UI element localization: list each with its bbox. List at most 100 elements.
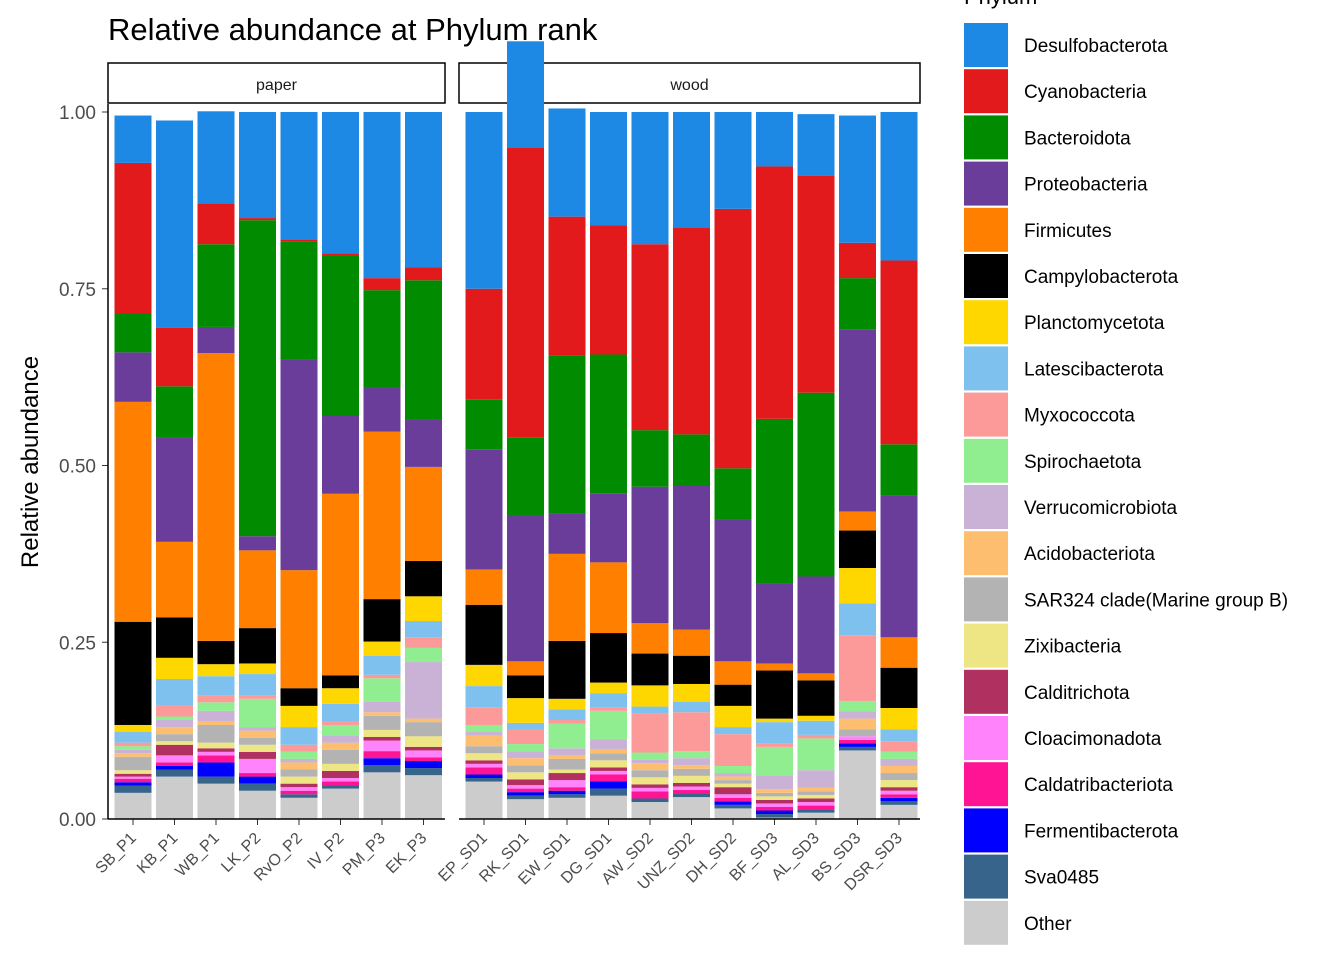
bar-segment: [590, 749, 627, 754]
bar-segment: [673, 790, 710, 794]
bar-segment: [197, 640, 235, 665]
bar-segment: [197, 244, 235, 327]
bar-segment: [880, 801, 918, 805]
bar-segment: [239, 776, 276, 784]
bar-segment: [548, 355, 586, 514]
legend-label: Zixibacteria: [1024, 637, 1122, 658]
bar-segment: [631, 802, 669, 819]
bar-segment: [714, 801, 752, 805]
bar-segment: [114, 785, 152, 793]
bar-segment: [714, 705, 752, 728]
bar-segment: [114, 778, 152, 783]
bar-segment: [322, 112, 359, 254]
facet-strip-label: wood: [669, 77, 708, 94]
bar-segment: [322, 255, 359, 417]
bar-segment: [797, 787, 835, 792]
bar-segment: [465, 686, 503, 708]
legend-label: Calditrichota: [1024, 683, 1130, 704]
legend-label: Firmicutes: [1024, 221, 1112, 242]
bar-segment: [114, 792, 152, 819]
bar-segment: [114, 313, 152, 353]
bar-segment: [197, 751, 235, 756]
bar-segment: [548, 773, 586, 781]
bar-segment: [239, 698, 276, 728]
legend-key: [964, 207, 1008, 252]
bar-segment: [548, 797, 586, 819]
bar-segment: [114, 352, 152, 402]
bar-segment: [548, 513, 586, 554]
bar-segment: [839, 729, 876, 737]
bar-segment: [322, 688, 359, 704]
bar-segment: [465, 767, 503, 775]
y-tick-label: 0.50: [59, 457, 96, 478]
bar-segment: [756, 775, 793, 790]
bar-segment: [673, 768, 710, 776]
bar-segment: [839, 700, 876, 712]
bar-segment: [880, 729, 918, 742]
bar-segment: [797, 791, 835, 795]
bar-segment: [673, 486, 710, 630]
plot-area: 0.000.250.500.751.00paperSB_P1KB_P1WB_P1…: [59, 41, 921, 894]
legend-label: Latescibacterota: [1024, 359, 1164, 380]
legend-label: SAR324 clade(Marine group B): [1024, 590, 1288, 611]
bar-segment: [756, 670, 793, 719]
bar-segment: [797, 734, 835, 739]
bar-segment: [839, 746, 876, 751]
bar-segment: [405, 775, 442, 819]
bar-segment: [797, 114, 835, 176]
bar-segment: [280, 762, 318, 770]
bar-segment: [507, 698, 544, 723]
facet-strip: [107, 62, 446, 104]
bar-segment: [839, 635, 876, 701]
bar-segment: [507, 779, 544, 786]
bar-segment: [797, 680, 835, 716]
bar-segment: [465, 449, 503, 570]
bar-segment: [590, 710, 627, 740]
bar-segment: [465, 724, 503, 733]
bar-segment: [714, 787, 752, 795]
bar-segment: [839, 750, 876, 819]
bar-segment: [507, 661, 544, 676]
bar-segment: [880, 708, 918, 730]
y-tick-label: 1.00: [59, 103, 96, 124]
legend-label: Proteobacteria: [1024, 175, 1148, 196]
bar-segment: [239, 218, 276, 221]
bar-segment: [880, 751, 918, 759]
bar-segment: [363, 655, 401, 675]
bar-segment: [590, 781, 627, 789]
bar-segment: [114, 115, 152, 163]
bar-segment: [714, 765, 752, 774]
legend-label: Sva0485: [1024, 868, 1099, 889]
bar-segment: [239, 536, 276, 551]
bar-segment: [465, 707, 503, 725]
bar-segment: [797, 576, 835, 674]
bar-segment: [631, 791, 669, 799]
bar-segment: [797, 794, 835, 799]
bar-segment: [631, 244, 669, 431]
bar-segment: [322, 416, 359, 494]
bar-segment: [507, 788, 544, 793]
bar-segment: [507, 675, 544, 699]
bar-segment: [363, 715, 401, 730]
bar-segment: [405, 662, 442, 719]
bar-segment: [363, 712, 401, 716]
bar-segment: [507, 795, 544, 800]
bar-segment: [322, 253, 359, 256]
bar-segment: [363, 740, 401, 752]
bar-segment: [465, 777, 503, 782]
bar-segment: [280, 783, 318, 788]
bar-segment: [673, 629, 710, 656]
bar-segment: [156, 541, 193, 618]
bar-segment: [631, 777, 669, 785]
bar-segment: [322, 742, 359, 750]
legend-label: Fermentibacterota: [1024, 821, 1179, 842]
legend-label: Other: [1024, 914, 1072, 935]
legend-key: [964, 531, 1008, 576]
bar-segment: [197, 762, 235, 777]
bar-segment: [548, 780, 586, 788]
bar-segment: [405, 560, 442, 597]
bar-segment: [239, 220, 276, 537]
bar-segment: [714, 661, 752, 685]
bar-segment: [756, 112, 793, 167]
legend-label: Campylobacterota: [1024, 267, 1179, 288]
